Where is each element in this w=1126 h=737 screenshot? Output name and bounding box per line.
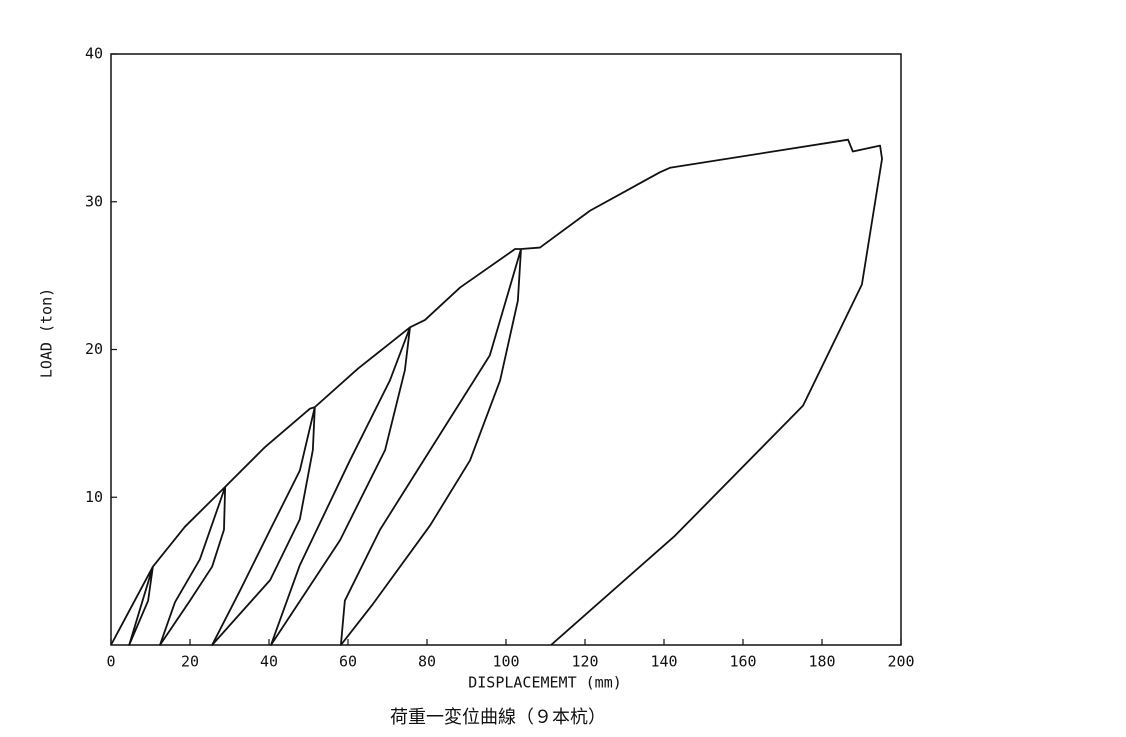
x-tick-label: 20	[181, 653, 199, 671]
chart-caption: 荷重一変位曲線（９本杭）	[390, 707, 606, 728]
y-tick-label: 10	[85, 488, 103, 506]
x-tick-label: 0	[106, 653, 115, 671]
y-tick-label: 40	[85, 45, 103, 63]
load-displacement-curve	[110, 138, 883, 646]
plot-frame	[110, 53, 902, 646]
y-axis-label: LOAD (ton)	[38, 288, 56, 378]
x-tick-label: 40	[260, 653, 278, 671]
x-tick-label: 160	[729, 653, 756, 671]
x-tick-label: 120	[571, 653, 598, 671]
x-axis-label: DISPLACEMEMT (mm)	[468, 674, 622, 692]
x-tick-label: 60	[339, 653, 357, 671]
x-tick-label: 200	[887, 653, 914, 671]
x-tick-label: 180	[808, 653, 835, 671]
x-tick-label: 80	[418, 653, 436, 671]
x-tick-label: 100	[492, 653, 519, 671]
y-tick-label: 30	[85, 192, 103, 210]
y-tick-label: 20	[85, 340, 103, 358]
x-tick-label: 140	[650, 653, 677, 671]
